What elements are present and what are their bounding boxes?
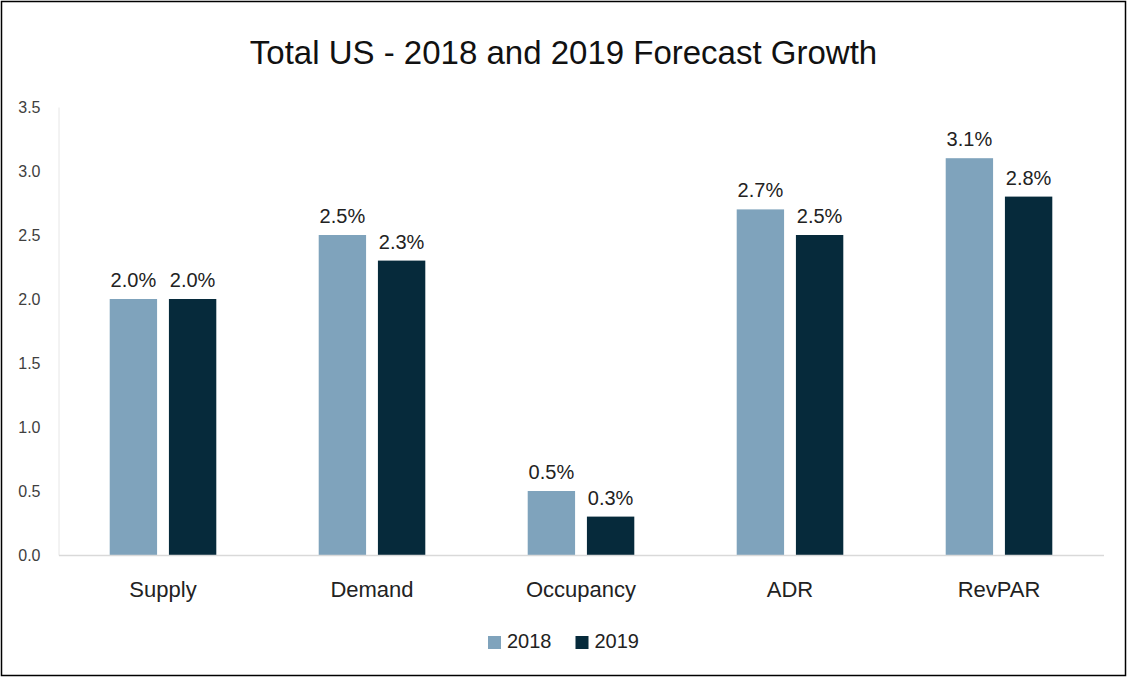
data-label: 2.0% — [111, 269, 157, 291]
legend-item: 2018 — [488, 630, 552, 652]
y-tick-label: 1.0 — [18, 419, 40, 436]
x-tick: Demand — [330, 577, 413, 602]
bar — [378, 261, 425, 555]
x-tick-label: ADR — [767, 577, 813, 602]
bars — [110, 158, 1053, 555]
y-tick: 1.0 — [18, 419, 58, 436]
x-axis-line — [59, 555, 1104, 557]
data-labels: 2.0% 2.5% 0.5% 2.7% 3.1% 2.0% 2.3% 0.3% 2.5% 2.8% — [111, 128, 1052, 508]
data-label: 2.5% — [797, 205, 843, 227]
legend-swatch — [488, 636, 501, 649]
bar — [1005, 197, 1052, 555]
y-tick-label: 3.5 — [18, 99, 40, 116]
data-label: 2.0% — [170, 269, 216, 291]
y-tick: 3.0 — [18, 163, 58, 180]
y-tick-label: 0.5 — [18, 483, 40, 500]
legend: 2018 2019 — [488, 630, 639, 652]
data-label: 2.3% — [379, 231, 425, 253]
y-tick: 2.0 — [18, 291, 58, 308]
x-tick: ADR — [767, 577, 813, 602]
data-label: 2.5% — [320, 205, 366, 227]
bar — [528, 491, 575, 555]
bar — [587, 517, 634, 555]
y-tick: 2.5 — [18, 227, 58, 244]
legend-item: 2019 — [576, 630, 640, 652]
x-tick-label: Demand — [330, 577, 413, 602]
y-tick-label: 1.5 — [18, 355, 40, 372]
chart-title: Total US - 2018 and 2019 Forecast Growth — [250, 34, 877, 71]
data-label: 0.5% — [529, 461, 575, 483]
y-axis-line — [59, 108, 60, 556]
bar — [946, 158, 993, 555]
x-tick-label: RevPAR — [958, 577, 1041, 602]
bar — [110, 299, 157, 555]
x-axis: Supply Demand Occupancy ADR RevPAR — [59, 556, 1104, 602]
x-tick: RevPAR — [958, 577, 1041, 602]
bar — [169, 299, 216, 555]
legend-label: 2019 — [595, 630, 640, 652]
data-label: 2.8% — [1006, 167, 1052, 189]
data-label: 0.3% — [588, 487, 634, 509]
y-tick-label: 0.0 — [18, 547, 40, 564]
legend-swatch — [576, 636, 589, 649]
bar — [796, 235, 843, 555]
x-tick: Supply — [129, 577, 196, 602]
bar — [737, 209, 784, 555]
data-label: 3.1% — [947, 128, 993, 150]
x-tick: Occupancy — [526, 577, 636, 602]
y-axis: 0.0 0.5 1.0 1.5 2.0 2.5 3.0 3.5 — [18, 99, 59, 564]
chart: Total US - 2018 and 2019 Forecast Growth… — [0, 0, 1127, 677]
chart-frame — [2, 2, 1126, 676]
bar — [319, 235, 366, 555]
data-label: 2.7% — [738, 179, 784, 201]
y-tick: 3.5 — [18, 99, 58, 116]
y-tick-label: 2.0 — [18, 291, 40, 308]
x-tick-label: Supply — [129, 577, 196, 602]
y-tick-label: 2.5 — [18, 227, 40, 244]
y-tick: 1.5 — [18, 355, 58, 372]
y-tick-label: 3.0 — [18, 163, 40, 180]
plot: 0.0 0.5 1.0 1.5 2.0 2.5 3.0 3.5 Supply Demand Occu… — [18, 99, 1104, 602]
legend-label: 2018 — [507, 630, 552, 652]
y-tick: 0.5 — [18, 483, 58, 500]
y-tick: 0.0 — [18, 547, 58, 564]
x-tick-label: Occupancy — [526, 577, 636, 602]
